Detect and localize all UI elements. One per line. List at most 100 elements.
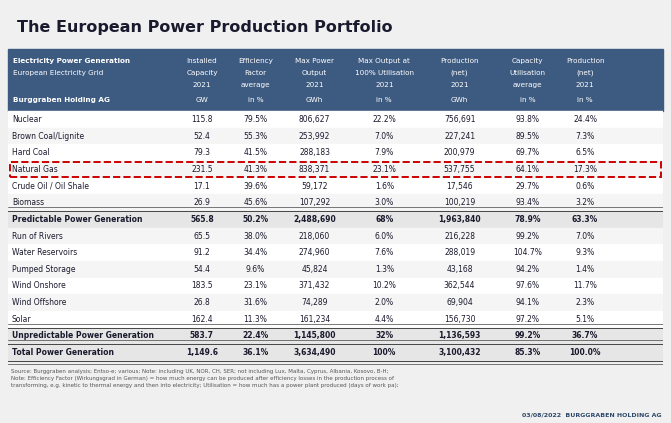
Text: 1,136,593: 1,136,593 [438,332,481,341]
Text: Pumped Storage: Pumped Storage [12,265,75,274]
Text: 5.1%: 5.1% [576,315,595,324]
Text: 3,634,490: 3,634,490 [293,348,336,357]
Text: Water Reservoirs: Water Reservoirs [12,248,77,257]
Text: 31.6%: 31.6% [244,298,268,307]
Text: 55.3%: 55.3% [244,132,268,141]
Text: 756,691: 756,691 [444,115,475,124]
Text: 23.1%: 23.1% [372,165,397,174]
Bar [8,294,663,311]
Text: 79.3: 79.3 [193,148,211,157]
Text: 7.6%: 7.6% [374,248,394,257]
Text: Solar: Solar [12,315,32,324]
Text: European Electricity Grid: European Electricity Grid [13,70,103,76]
Bar [8,145,663,161]
Text: 104.7%: 104.7% [513,248,542,257]
Text: 93.8%: 93.8% [516,115,539,124]
Text: 91.2: 91.2 [193,248,210,257]
Text: Electricity Power Generation: Electricity Power Generation [13,58,130,63]
Text: 64.1%: 64.1% [516,165,539,174]
Text: 26.9: 26.9 [193,198,210,207]
Text: 24.4%: 24.4% [573,115,597,124]
Text: 6.5%: 6.5% [576,148,595,157]
Bar [8,195,663,211]
Text: 161,234: 161,234 [299,315,330,324]
Text: 34.4%: 34.4% [244,248,268,257]
Text: 565.8: 565.8 [190,215,214,224]
Text: 371,432: 371,432 [299,281,330,291]
Text: Crude Oil / Oil Shale: Crude Oil / Oil Shale [12,181,89,191]
Text: 99.2%: 99.2% [516,231,539,241]
Text: Hard Coal: Hard Coal [12,148,50,157]
Text: GWh: GWh [451,97,468,103]
Text: 288,019: 288,019 [444,248,475,257]
Bar [8,111,663,128]
Bar [8,344,663,361]
Text: Source: Burggraben analysis; Entso-e; various; Note: including UK, NOR, CH, SER;: Source: Burggraben analysis; Entso-e; va… [11,369,399,388]
Text: Production: Production [566,58,605,63]
Text: Burggraben Holding AG: Burggraben Holding AG [13,97,109,103]
Text: 11.3%: 11.3% [244,315,268,324]
Text: 100% Utilisation: 100% Utilisation [355,70,414,76]
Text: 41.3%: 41.3% [244,165,268,174]
Text: 94.1%: 94.1% [516,298,539,307]
Text: Production: Production [440,58,479,63]
Text: 216,228: 216,228 [444,231,475,241]
Text: 1.4%: 1.4% [576,265,595,274]
Text: 2021: 2021 [375,82,393,88]
Text: 1,963,840: 1,963,840 [438,215,481,224]
Text: 2021: 2021 [450,82,469,88]
Text: Efficiency: Efficiency [238,58,273,63]
Text: 94.2%: 94.2% [516,265,539,274]
Text: 200,979: 200,979 [444,148,475,157]
Text: 11.7%: 11.7% [573,281,597,291]
Text: 838,371: 838,371 [299,165,330,174]
Text: Wind Offshore: Wind Offshore [12,298,66,307]
Text: 115.8: 115.8 [191,115,213,124]
Text: Utilisation: Utilisation [510,70,546,76]
Text: 2021: 2021 [193,82,211,88]
Text: 2021: 2021 [576,82,595,88]
Bar [8,311,663,327]
Text: 26.8: 26.8 [193,298,210,307]
Text: 22.2%: 22.2% [372,115,396,124]
Text: Installed: Installed [187,58,217,63]
Text: 41.5%: 41.5% [244,148,268,157]
Bar [8,327,663,344]
Text: 93.4%: 93.4% [515,198,539,207]
Text: Nuclear: Nuclear [12,115,42,124]
Text: 4.4%: 4.4% [374,315,394,324]
Text: Capacity: Capacity [186,70,217,76]
Text: 03/08/2022  BURGGRABEN HOLDING AG: 03/08/2022 BURGGRABEN HOLDING AG [522,412,662,418]
Bar [8,261,663,277]
Text: 227,241: 227,241 [444,132,475,141]
Text: Total Power Generation: Total Power Generation [12,348,114,357]
Text: 36.1%: 36.1% [242,348,268,357]
Text: 7.9%: 7.9% [374,148,394,157]
Text: (net): (net) [576,70,594,76]
Text: 288,183: 288,183 [299,148,330,157]
Text: 231.5: 231.5 [191,165,213,174]
Text: average: average [513,82,543,88]
Text: 52.4: 52.4 [193,132,210,141]
Text: 74,289: 74,289 [301,298,328,307]
Text: 22.4%: 22.4% [242,332,268,341]
Text: 50.2%: 50.2% [242,215,268,224]
Text: 9.6%: 9.6% [246,265,265,274]
Text: The European Power Production Portfolio: The European Power Production Portfolio [17,20,392,36]
Text: 253,992: 253,992 [299,132,330,141]
Text: 6.0%: 6.0% [374,231,394,241]
Text: 7.3%: 7.3% [576,132,595,141]
Text: 69.7%: 69.7% [515,148,539,157]
Text: 162.4: 162.4 [191,315,213,324]
Text: 99.2%: 99.2% [515,332,541,341]
Text: 7.0%: 7.0% [576,231,595,241]
Text: 45.6%: 45.6% [244,198,268,207]
Text: 3.0%: 3.0% [374,198,394,207]
Text: 806,627: 806,627 [299,115,330,124]
Text: 274,960: 274,960 [299,248,330,257]
Text: Biomass: Biomass [12,198,44,207]
Text: 2.0%: 2.0% [374,298,394,307]
Text: 68%: 68% [375,215,393,224]
Text: GW: GW [195,97,208,103]
Text: Run of Rivers: Run of Rivers [12,231,63,241]
